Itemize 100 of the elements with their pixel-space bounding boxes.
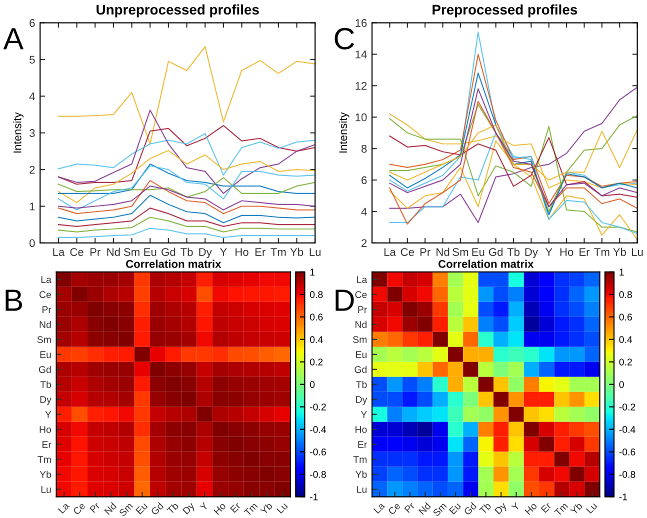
x-tick-label: Lu xyxy=(632,248,643,256)
y-tick-label: Ho xyxy=(40,426,52,433)
color-bar-label: -0.6 xyxy=(310,448,326,456)
x-tick-label: Ce xyxy=(388,502,401,516)
x-tick-label: Tb xyxy=(166,502,179,515)
x-tick-label: Sm xyxy=(432,502,447,517)
x-tick-label: Y xyxy=(220,248,227,256)
x-tick-label: Tb xyxy=(507,248,520,256)
y-tick-label: Nd xyxy=(356,320,367,328)
line-series xyxy=(58,186,316,210)
line-series xyxy=(58,180,316,214)
x-tick-label: Dy xyxy=(199,248,212,258)
x-tick-label: La xyxy=(53,248,65,256)
y-tick-label: 12 xyxy=(356,82,367,90)
color-bar-label: -1 xyxy=(310,494,318,500)
y-tick-label: Tm xyxy=(38,456,51,463)
text: C xyxy=(334,28,354,50)
x-tick-label: Sm xyxy=(118,502,134,517)
x-tick-label: Dy xyxy=(182,502,196,516)
y-tick-label: Er xyxy=(42,441,52,448)
line-series xyxy=(58,165,316,210)
x-tick-label: Eu xyxy=(448,502,462,515)
y-tick-label: La xyxy=(41,276,52,284)
x-tick-label: Eu xyxy=(144,248,156,256)
color-bar-label: -0.2 xyxy=(310,404,326,410)
line-series xyxy=(58,46,316,144)
text: B xyxy=(6,290,22,311)
x-tick-label: Gd xyxy=(162,248,176,256)
color-bar-label: 0.4 xyxy=(619,336,632,344)
x-tick-label: Dy xyxy=(525,248,538,258)
y-tick-label: Sm xyxy=(353,336,367,344)
x-tick-label: Sm xyxy=(124,248,140,256)
x-tick-label: Eu xyxy=(136,502,148,515)
x-tick-label: Er xyxy=(540,502,552,513)
x-tick-label: Ce xyxy=(72,502,86,516)
x-tick-label: Lu xyxy=(276,502,288,514)
x-tick-label: Gd xyxy=(488,248,503,256)
y-tick-label: Pr xyxy=(42,306,52,313)
color-bar-label: 0.4 xyxy=(310,336,323,344)
x-tick-label: Y xyxy=(511,502,520,512)
y-tick-label: Gd xyxy=(354,366,367,373)
x-tick-label: Nd xyxy=(418,502,431,515)
chart-title: Correlation matrix xyxy=(438,260,534,268)
color-bar-label: -0.4 xyxy=(310,426,326,433)
color-bar-label: 0.2 xyxy=(619,358,632,366)
y-tick-label: Sm xyxy=(37,336,51,344)
line-series xyxy=(58,208,316,227)
color-bar-label: 0 xyxy=(619,381,624,388)
y-tick-label: 1 xyxy=(30,202,35,210)
x-tick-label: Nd xyxy=(436,248,450,256)
y-tick-label: La xyxy=(357,276,368,284)
y-tick-label: Nd xyxy=(40,320,51,328)
x-tick-label: La xyxy=(373,502,386,514)
y-tick-label: 3 xyxy=(30,129,35,137)
y-tick-label: Lu xyxy=(357,486,367,493)
y-tick-label: Eu xyxy=(356,351,367,358)
x-tick-label: Yb xyxy=(570,502,583,515)
text: D xyxy=(336,290,354,311)
color-bar-label: 1 xyxy=(310,268,315,276)
color-bar-label: -0.2 xyxy=(619,404,636,410)
y-tick-label: Ce xyxy=(355,291,367,298)
x-tick-label: Tb xyxy=(180,248,193,256)
y-axis-title: Intensity xyxy=(13,112,24,153)
x-tick-label: Y xyxy=(200,502,209,512)
y-tick-label: Lu xyxy=(41,486,51,493)
x-tick-label: Tm xyxy=(244,502,258,516)
y-tick-label: Dy xyxy=(356,396,368,405)
y-tick-label: 2 xyxy=(362,239,367,247)
y-tick-label: Eu xyxy=(40,351,51,358)
x-tick-label: Nd xyxy=(104,502,117,515)
x-tick-label: Yb xyxy=(290,248,304,256)
y-tick-label: 2 xyxy=(30,166,35,174)
x-tick-label: Tb xyxy=(478,502,492,515)
x-tick-label: Ce xyxy=(400,248,414,256)
y-tick-label: Er xyxy=(358,441,368,448)
color-bar-label: 0.8 xyxy=(619,291,632,298)
x-tick-label: Ce xyxy=(70,248,84,256)
color-bar-label: -1 xyxy=(619,494,628,500)
y-tick-label: Tb xyxy=(356,380,367,388)
color-bar-label: 0.6 xyxy=(310,314,323,321)
y-tick-label: 6 xyxy=(362,176,367,184)
x-tick-label: Sm xyxy=(452,248,468,256)
color-bar-label: -0.4 xyxy=(619,426,636,433)
x-tick-label: Lu xyxy=(586,502,598,514)
y-tick-label: Tb xyxy=(40,380,52,388)
x-tick-label: Er xyxy=(255,248,266,256)
x-tick-label: Gd xyxy=(463,502,477,516)
color-bar-label: -0.8 xyxy=(310,471,326,478)
x-tick-label: Pr xyxy=(90,502,100,513)
line-series xyxy=(58,124,316,185)
y-tick-label: Yb xyxy=(40,470,52,478)
color-bar-label: 0.8 xyxy=(310,291,323,298)
line-series xyxy=(58,177,316,198)
line-series xyxy=(58,150,316,204)
x-tick-label: Er xyxy=(580,248,590,256)
color-bar-label: 0.6 xyxy=(619,314,632,321)
x-tick-label: Yb xyxy=(613,248,626,256)
line-series xyxy=(58,164,316,194)
color-bar-label: 0.2 xyxy=(310,358,323,366)
y-tick-label: 4 xyxy=(29,92,35,100)
